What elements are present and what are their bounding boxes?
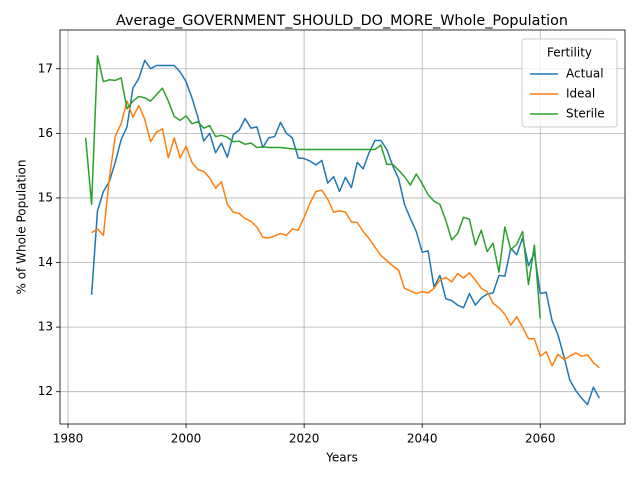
x-tick-label: 2060: [525, 432, 556, 446]
y-tick-label: 16: [38, 126, 53, 140]
x-axis-label: Years: [325, 451, 358, 465]
chart-title: Average_GOVERNMENT_SHOULD_DO_MORE_Whole_…: [116, 13, 568, 29]
y-axis-label: % of Whole Population: [15, 160, 29, 295]
series-line: [91, 100, 600, 369]
x-tick-label: 2040: [407, 432, 438, 446]
y-tick-label: 12: [38, 384, 53, 398]
y-tick-label: 13: [38, 320, 53, 334]
legend-label: Ideal: [566, 87, 595, 101]
series-line: [90, 59, 600, 406]
y-tick-label: 17: [38, 61, 53, 75]
plot-frame: [59, 29, 626, 425]
legend-label: Actual: [566, 67, 604, 81]
y-tick-label: 14: [38, 255, 53, 269]
series-line: [84, 55, 542, 319]
y-tick-label: 15: [38, 190, 53, 204]
x-tick-label: 2000: [171, 432, 202, 446]
x-tick-label: 2020: [289, 432, 320, 446]
legend-label: Sterile: [566, 107, 605, 121]
legend-box: [521, 38, 618, 128]
x-tick-label: 1980: [53, 432, 84, 446]
legend-title: Fertility: [547, 46, 592, 60]
